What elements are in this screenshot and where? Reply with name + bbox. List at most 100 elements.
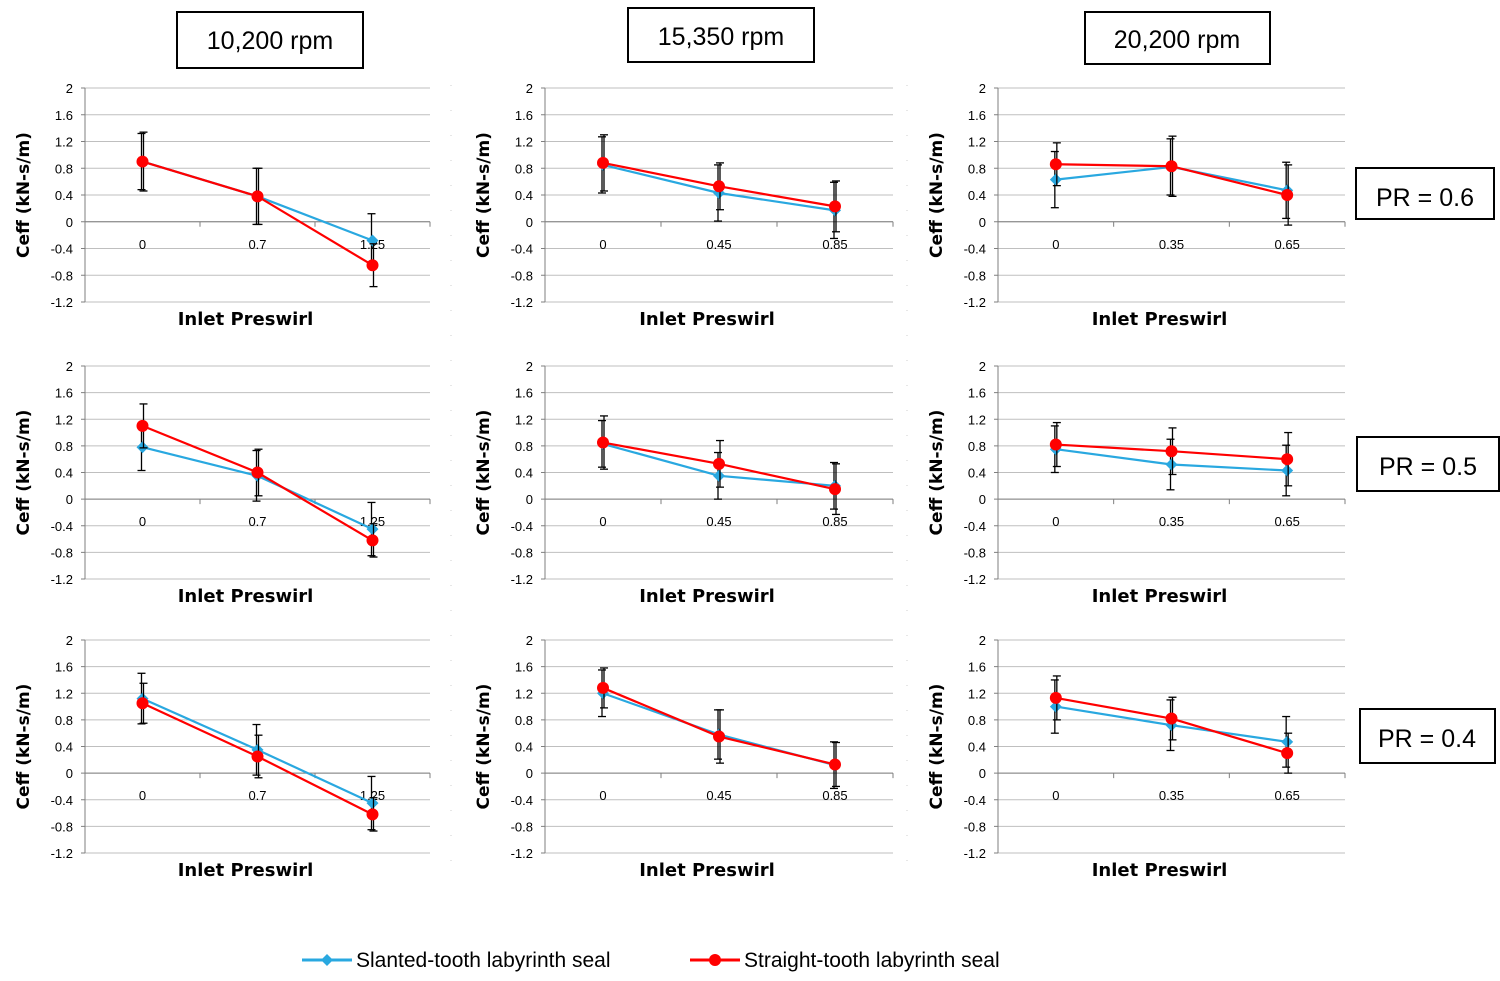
y-tick-label: 1.2 — [515, 135, 533, 150]
y-tick-label: -0.4 — [964, 793, 986, 808]
x-axis-title: Inlet Preswirl — [178, 309, 314, 330]
series-slanted — [1049, 425, 1294, 497]
y-tick-label: 0 — [979, 766, 986, 781]
y-tick-label: 0.4 — [968, 740, 986, 755]
series-slanted — [1049, 138, 1294, 220]
y-tick-label: 1.6 — [55, 108, 73, 123]
y-tick-label: -0.4 — [51, 242, 73, 257]
speed-label-box-3: 20,200 rpm — [1084, 11, 1271, 65]
y-axis-title: Ceff (kN-s/m) — [474, 132, 494, 258]
legend-marker-circle-icon — [709, 954, 721, 966]
data-point — [136, 697, 149, 710]
y-tick-label: 2 — [526, 81, 533, 96]
pr-label-box-2: PR = 0.5 — [1356, 436, 1500, 492]
series-straight — [597, 667, 841, 788]
x-tick-label: 0 — [1052, 788, 1059, 803]
data-point — [1165, 445, 1178, 458]
y-tick-label: -0.4 — [511, 793, 533, 808]
x-tick-label: 0.45 — [706, 237, 731, 252]
x-tick-label: 0.65 — [1275, 514, 1300, 529]
data-point — [251, 750, 264, 763]
y-tick-label: 0.4 — [55, 740, 73, 755]
y-axis-title: Ceff (kN-s/m) — [927, 132, 947, 258]
y-tick-label: 0 — [979, 215, 986, 230]
chart-panel: 2 1.6 1.2 0.8 0.4 0 -0.4 -0.8 -1.2 0 0.35 0.65 Inlet… — [927, 633, 1346, 881]
y-tick-label: 1.6 — [55, 386, 73, 401]
speed-label: 10,200 rpm — [207, 27, 333, 55]
chart-panel: 2 1.6 1.2 0.8 0.4 0 -0.4 -0.8 -1.2 0 0.35 0.65 Inlet… — [927, 359, 1346, 607]
x-tick-label: 0.7 — [248, 237, 266, 252]
y-tick-label: 0.4 — [968, 466, 986, 481]
chart-panel: 2 1.6 1.2 0.8 0.4 0 -0.4 -0.8 -1.2 0 0.35 0.65 Inlet… — [927, 81, 1346, 330]
y-tick-label: -1.2 — [964, 846, 986, 861]
data-point — [1165, 160, 1178, 173]
x-axis-title: Inlet Preswirl — [639, 860, 775, 881]
y-tick-label: 0.4 — [55, 466, 73, 481]
data-point — [136, 441, 149, 454]
y-tick-label: 0.8 — [55, 439, 73, 454]
data-point — [136, 155, 149, 168]
x-tick-label: 0 — [1052, 514, 1059, 529]
data-point — [251, 190, 264, 203]
x-tick-label: 0 — [139, 514, 146, 529]
x-tick-label: 0 — [139, 237, 146, 252]
y-tick-label: 0.8 — [515, 713, 533, 728]
y-tick-label: 1.2 — [55, 412, 73, 427]
y-tick-label: 2 — [66, 359, 73, 374]
y-tick-label: -0.8 — [964, 819, 986, 834]
data-point — [1049, 691, 1062, 704]
x-tick-label: 0.45 — [706, 788, 731, 803]
y-tick-label: -0.8 — [511, 545, 533, 560]
series-straight — [136, 131, 379, 288]
series-straight — [1049, 675, 1294, 774]
x-tick-label: 0 — [139, 788, 146, 803]
y-tick-label: 1.2 — [55, 135, 73, 150]
data-point — [366, 523, 379, 536]
x-axis-title: Inlet Preswirl — [639, 586, 775, 607]
y-tick-label: -0.8 — [511, 819, 533, 834]
y-tick-label: 1.2 — [968, 686, 986, 701]
y-tick-label: 0 — [979, 492, 986, 507]
x-tick-label: 0.35 — [1159, 788, 1184, 803]
pr-label: PR = 0.6 — [1376, 184, 1474, 212]
y-tick-label: 1.6 — [515, 386, 533, 401]
speed-label: 15,350 rpm — [658, 23, 784, 51]
y-tick-label: 0.8 — [968, 439, 986, 454]
data-point — [1165, 712, 1178, 725]
y-tick-label: 0 — [526, 766, 533, 781]
y-tick-label: 2 — [979, 633, 986, 648]
x-tick-label: 0.7 — [248, 514, 266, 529]
series-slanted — [597, 669, 841, 790]
y-tick-label: 1.2 — [968, 135, 986, 150]
legend-marker-diamond-icon — [321, 954, 333, 966]
data-point — [597, 436, 609, 449]
data-point — [366, 259, 379, 272]
series-straight — [136, 403, 379, 558]
x-tick-label: 0.35 — [1159, 514, 1184, 529]
y-tick-label: 1.6 — [968, 108, 986, 123]
data-point — [251, 466, 264, 479]
y-tick-label: 0 — [526, 492, 533, 507]
pr-label: PR = 0.4 — [1378, 725, 1476, 753]
y-tick-label: 0.4 — [968, 188, 986, 203]
legend-item-slanted: Slanted-tooth labyrinth seal — [302, 949, 611, 972]
y-tick-label: -0.8 — [51, 819, 73, 834]
y-tick-label: 2 — [979, 81, 986, 96]
y-tick-label: 2 — [526, 359, 533, 374]
data-point — [1049, 158, 1062, 171]
y-tick-label: 0.8 — [55, 713, 73, 728]
x-tick-label: 0.85 — [822, 237, 847, 252]
data-point — [1281, 735, 1294, 748]
y-tick-label: -0.4 — [964, 519, 986, 534]
y-tick-label: 0 — [66, 492, 73, 507]
y-tick-label: -0.4 — [51, 519, 73, 534]
y-tick-label: -0.4 — [964, 242, 986, 257]
y-tick-label: -1.2 — [51, 846, 73, 861]
speed-label-box-2: 15,350 rpm — [627, 7, 815, 63]
series-straight — [597, 415, 841, 516]
data-point — [829, 758, 841, 771]
series-slanted — [136, 423, 379, 557]
y-tick-label: 0.4 — [515, 740, 533, 755]
